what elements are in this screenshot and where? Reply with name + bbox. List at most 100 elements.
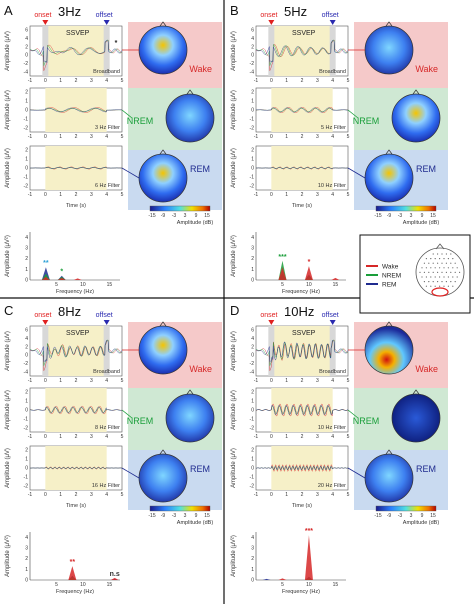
spectrum-x-tick: 5 [281,582,284,588]
y-tick-label: -2 [24,361,29,367]
colorbar-tick-label: -3 [172,213,177,219]
time-axis-label: Time (s) [292,503,312,509]
x-tick-label: 3 [316,134,319,140]
time-axis-label: Time (s) [292,203,312,209]
y-tick-label: 0 [25,408,28,414]
y-tick-label: 1 [25,399,28,405]
x-tick-label: 5 [121,78,124,84]
onset-marker-icon [268,20,275,25]
x-tick-label: -1 [254,378,259,384]
x-tick-label: 4 [105,378,108,384]
x-tick-label: 0 [44,78,47,84]
colorbar-tick-label: 9 [195,213,198,219]
electrode-dot [439,258,441,260]
x-tick-label: 3 [90,134,93,140]
electrode-dot [456,267,458,269]
x-tick-label: 2 [301,134,304,140]
nrem-label: NREM [127,416,154,426]
y-tick-label: -2 [250,126,255,132]
y-tick-label: 0 [25,466,28,472]
filter-label: Broadband [93,369,120,375]
spectrum-x-axis-label: Frequency (Hz) [56,289,94,295]
spectrum-y-tick: 0 [251,578,254,584]
x-tick-label: 1 [285,192,288,198]
y-tick-label: -1 [250,117,255,123]
electrode-dot [450,253,452,255]
y-axis-label: Amplitude (μV) [5,448,11,488]
colorbar-tick-label: -9 [161,213,166,219]
time-axis-label: Time (s) [66,503,86,509]
y-tick-label: -2 [24,126,29,132]
topomap-rem [364,149,414,203]
spectrum-y-tick: 1 [25,267,28,273]
y-tick-label: 2 [25,390,28,396]
electrode-dot [441,262,443,264]
stimulation-window [271,88,333,132]
spectrum-peak-wake [68,566,77,580]
rem-label: REM [190,464,210,474]
nrem-connector [121,409,133,419]
y-tick-label: 2 [251,90,254,96]
filter1-plot: 2 1 0 -1 -2 Amplitude (μV) -1 0 1 2 3 4 55 Hz Filter [231,87,350,140]
ssvep-label: SSVEP [292,330,316,337]
filter2-plot: 2 1 0 -1 -2 Amplitude (μV) -1 0 1 2 3 4 520 Hz Filte… [231,445,350,498]
y-tick-label: -1 [250,475,255,481]
spectrum-y-tick: 2 [251,256,254,262]
x-tick-label: 4 [105,492,108,498]
colorbar-label: Amplitude (dB) [177,520,214,526]
spectrum-y-tick: 0 [25,278,28,284]
filter-label: Broadband [93,69,120,75]
waveform-trace [30,107,122,113]
x-tick-label: 4 [331,378,334,384]
topomap-nrem [165,89,215,143]
waveform-trace [29,339,123,371]
y-tick-label: -4 [250,370,255,376]
x-tick-label: 2 [75,78,78,84]
filter-label: 20 Hz Filter [318,483,346,489]
panel-letter: B [230,3,239,18]
electrode-dot [441,253,443,255]
electrode-dot [439,285,441,287]
x-tick-label: 0 [44,134,47,140]
electrode-dot [447,276,449,278]
x-tick-label: 1 [59,78,62,84]
x-tick-label: 4 [105,78,108,84]
legend-label: Wake [382,264,399,271]
y-tick-label: 0 [25,108,28,114]
legend-label: REM [382,282,396,289]
legend-label: NREM [382,273,401,280]
x-tick-label: -1 [254,78,259,84]
rem-connector [121,467,140,479]
electrode-dot [447,258,449,260]
waveform-trace [255,466,349,470]
onset-marker-icon [42,320,49,325]
x-tick-label: 5 [121,492,124,498]
y-tick-label: -2 [24,61,29,67]
spectrum-y-tick: 3 [25,246,28,252]
x-tick-label: 2 [301,492,304,498]
x-tick-label: 5 [347,434,350,440]
y-tick-label: 2 [25,148,28,154]
offset-label: offset [96,312,113,319]
x-tick-label: 1 [285,378,288,384]
spectrum-x-tick: 15 [333,282,339,288]
filter-label: 8 Hz Filter [95,425,120,431]
colorbar-tick-label: 15 [430,513,436,519]
electrode-dot [452,267,454,269]
electrode-dot [454,281,456,283]
onset-label: onset [260,312,277,319]
colorbar-tick-label: -9 [161,513,166,519]
y-tick-label: 0 [251,466,254,472]
colorbar-tick-label: -9 [387,513,392,519]
x-tick-label: -1 [254,492,259,498]
x-tick-label: 2 [75,492,78,498]
colorbar-label: Amplitude (dB) [403,520,440,526]
electrode-dot [428,271,430,273]
onset-label: onset [260,12,277,19]
electrode-dot [456,276,458,278]
spectrum-y-tick: 3 [25,546,28,552]
